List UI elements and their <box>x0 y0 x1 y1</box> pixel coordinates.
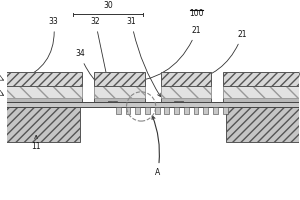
Bar <box>2 86 82 98</box>
Bar <box>94 86 145 102</box>
Bar <box>2 102 300 107</box>
Bar <box>164 107 169 114</box>
Bar <box>160 72 211 86</box>
Text: A: A <box>152 116 160 177</box>
Bar <box>126 107 130 114</box>
Text: 21: 21 <box>123 26 201 84</box>
Bar <box>160 98 211 102</box>
Polygon shape <box>174 102 184 103</box>
Bar <box>2 98 82 102</box>
Bar <box>155 107 160 114</box>
Bar <box>223 107 228 114</box>
Bar <box>160 86 211 102</box>
Bar <box>223 86 300 98</box>
Bar <box>145 107 150 114</box>
Bar <box>226 107 300 142</box>
Bar <box>174 107 179 114</box>
Bar <box>94 72 145 86</box>
Bar <box>160 86 211 98</box>
Bar <box>135 107 140 114</box>
Bar <box>2 86 82 102</box>
Text: 30: 30 <box>103 1 113 10</box>
Text: 33: 33 <box>20 17 58 80</box>
Bar <box>94 98 145 102</box>
Bar <box>223 86 300 102</box>
Bar <box>213 107 218 114</box>
Bar <box>203 107 208 114</box>
Bar <box>116 107 121 114</box>
Polygon shape <box>108 102 118 103</box>
Text: 100: 100 <box>189 9 204 18</box>
Text: 32: 32 <box>91 17 113 102</box>
Bar <box>194 107 199 114</box>
Bar <box>94 86 145 98</box>
Text: 11: 11 <box>32 136 41 151</box>
Bar <box>184 107 189 114</box>
Bar <box>2 107 80 142</box>
Text: 34: 34 <box>75 49 130 104</box>
Bar <box>223 98 300 102</box>
Bar <box>223 72 300 86</box>
Bar <box>2 72 82 86</box>
Text: 31: 31 <box>127 17 160 97</box>
Text: 21: 21 <box>190 30 247 82</box>
